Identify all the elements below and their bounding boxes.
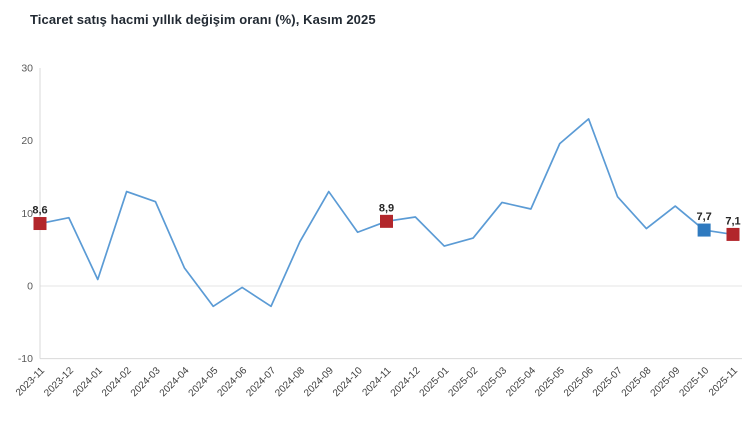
x-axis-tick-label: 2023-11 bbox=[14, 365, 48, 399]
data-point-marker bbox=[726, 227, 740, 241]
x-axis-tick-label: 2024-07 bbox=[244, 365, 278, 399]
x-axis-tick-label: 2023-12 bbox=[42, 365, 76, 399]
x-axis-tick-label: 2024-05 bbox=[187, 365, 221, 399]
x-axis-tick-label: 2024-03 bbox=[129, 365, 163, 399]
y-axis-tick-label: 0 bbox=[27, 281, 33, 293]
x-axis-tick-label: 2025-08 bbox=[620, 365, 654, 399]
x-axis-tick-label: 2025-11 bbox=[707, 365, 741, 399]
x-axis-tick-label: 2025-05 bbox=[533, 365, 567, 399]
data-point-marker bbox=[697, 223, 711, 237]
chart-title: Ticaret satış hacmi yıllık değişim oranı… bbox=[30, 12, 376, 27]
x-axis-tick-label: 2025-03 bbox=[475, 365, 509, 399]
x-axis-tick-label: 2025-06 bbox=[562, 365, 596, 399]
x-axis-tick-label: 2024-09 bbox=[302, 365, 336, 399]
y-axis-tick-label: -10 bbox=[18, 353, 33, 365]
x-axis-tick-label: 2025-07 bbox=[591, 365, 625, 399]
x-axis-tick-label: 2024-01 bbox=[71, 365, 105, 399]
x-axis-tick-label: 2024-11 bbox=[360, 365, 394, 399]
x-axis-tick-label: 2024-04 bbox=[158, 365, 192, 399]
y-axis-tick-label: 30 bbox=[21, 63, 33, 75]
x-axis-tick-label: 2024-12 bbox=[389, 365, 423, 399]
data-point-marker bbox=[33, 217, 47, 231]
x-axis-tick-label: 2025-01 bbox=[418, 365, 452, 399]
x-axis-tick-label: 2024-08 bbox=[273, 365, 307, 399]
x-axis-tick-label: 2025-10 bbox=[678, 365, 712, 399]
data-point-label: 7,7 bbox=[696, 211, 711, 223]
y-axis-tick-label: 10 bbox=[21, 208, 33, 220]
data-point-label: 7,1 bbox=[725, 215, 740, 227]
x-axis-tick-label: 2025-04 bbox=[504, 365, 538, 399]
x-axis-tick-label: 2025-09 bbox=[649, 365, 683, 399]
x-axis-tick-label: 2024-06 bbox=[216, 365, 250, 399]
y-axis-tick-label: 20 bbox=[21, 135, 33, 147]
x-axis-tick-label: 2024-10 bbox=[331, 365, 365, 399]
x-axis-tick-label: 2025-02 bbox=[447, 365, 481, 399]
data-point-label: 8,6 bbox=[32, 205, 47, 217]
data-point-marker bbox=[380, 214, 393, 228]
data-point-label: 8,9 bbox=[379, 202, 394, 214]
x-axis-tick-label: 2024-02 bbox=[100, 365, 134, 399]
